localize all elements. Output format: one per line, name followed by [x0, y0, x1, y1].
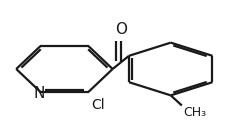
Text: N: N	[34, 86, 45, 101]
Text: CH₃: CH₃	[183, 106, 206, 119]
Text: Cl: Cl	[91, 98, 105, 112]
Text: O: O	[115, 22, 127, 37]
